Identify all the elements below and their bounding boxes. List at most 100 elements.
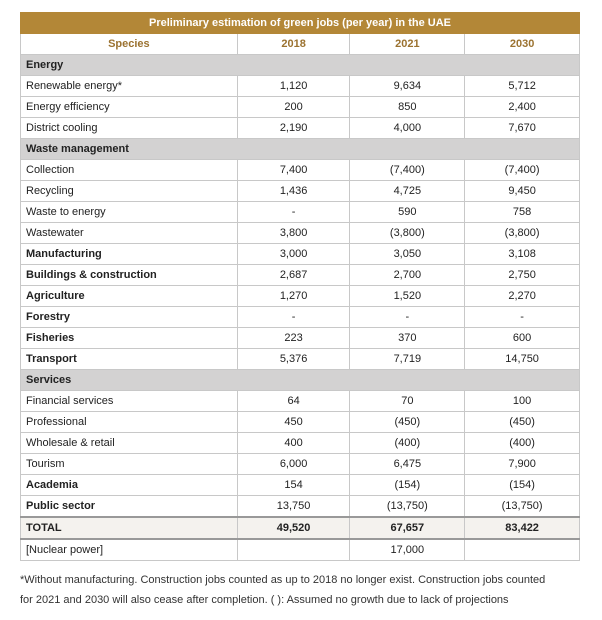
row-label: Agriculture — [20, 285, 238, 307]
cell: 3,000 — [236, 243, 351, 265]
cell: (400) — [464, 432, 580, 454]
cell — [464, 538, 580, 561]
row-label: Renewable energy* — [20, 75, 238, 97]
table-row: Renewable energy* 1,120 9,634 5,712 — [20, 75, 580, 97]
cell: 83,422 — [464, 516, 580, 540]
column-header: 2030 — [464, 33, 580, 55]
section-row: Energy — [20, 54, 580, 76]
table-row: Buildings & construction 2,687 2,700 2,750 — [20, 264, 580, 286]
footnote-line: *Without manufacturing. Construction job… — [20, 574, 546, 586]
table-row: Professional 450 (450) (450) — [20, 411, 580, 433]
cell: 758 — [464, 201, 580, 223]
table-row: Agriculture 1,270 1,520 2,270 — [20, 285, 580, 307]
cell: 2,750 — [464, 264, 580, 286]
table-row: Wastewater 3,800 (3,800) (3,800) — [20, 222, 580, 244]
row-label: Manufacturing — [20, 243, 238, 265]
column-header: Species — [20, 33, 238, 55]
cell: 1,270 — [236, 285, 351, 307]
cell: 3,050 — [349, 243, 466, 265]
cell: - — [236, 201, 351, 223]
cell: 4,725 — [349, 180, 466, 202]
row-label: Recycling — [20, 180, 238, 202]
row-label: District cooling — [20, 117, 238, 139]
cell: 7,719 — [349, 348, 466, 370]
table-title: Preliminary estimation of green jobs (pe… — [20, 12, 580, 34]
cell: 6,000 — [236, 453, 351, 475]
cell: 9,634 — [349, 75, 466, 97]
cell: 1,520 — [349, 285, 466, 307]
table-row: Wholesale & retail 400 (400) (400) — [20, 432, 580, 454]
cell: 1,120 — [236, 75, 351, 97]
row-label: Wastewater — [20, 222, 238, 244]
cell: 2,700 — [349, 264, 466, 286]
table-row: Fisheries 223 370 600 — [20, 327, 580, 349]
row-label: Financial services — [20, 390, 238, 412]
cell: (450) — [464, 411, 580, 433]
table-row: Recycling 1,436 4,725 9,450 — [20, 180, 580, 202]
cell: 450 — [236, 411, 351, 433]
cell: 154 — [236, 474, 351, 496]
cell: 400 — [236, 432, 351, 454]
table-row: Waste to energy -590 758 — [20, 201, 580, 223]
table-row: Tourism 6,000 6,475 7,900 — [20, 453, 580, 475]
row-label: TOTAL — [20, 516, 238, 540]
cell: (7,400) — [464, 159, 580, 181]
row-label: Collection — [20, 159, 238, 181]
cell: 49,520 — [236, 516, 351, 540]
table-row: Public sector 13,750 (13,750) (13,750) — [20, 495, 580, 518]
table-row: [Nuclear power] 17,000 — [20, 538, 580, 561]
cell: 200 — [236, 96, 351, 118]
cell: 1,436 — [236, 180, 351, 202]
row-label: Public sector — [20, 495, 238, 518]
table-row: Forestry - - - — [20, 306, 580, 328]
cell: 2,400 — [464, 96, 580, 118]
row-label: Buildings & construction — [20, 264, 238, 286]
cell: 7,900 — [464, 453, 580, 475]
table-row: Financial services 64 70 100 — [20, 390, 580, 412]
cell: 64 — [236, 390, 351, 412]
cell: (154) — [464, 474, 580, 496]
row-label: Tourism — [20, 453, 238, 475]
cell — [236, 538, 351, 561]
cell: 3,108 — [464, 243, 580, 265]
row-label: Forestry — [20, 306, 238, 328]
cell: (7,400) — [349, 159, 466, 181]
cell: (13,750) — [349, 495, 466, 518]
cell: (400) — [349, 432, 466, 454]
cell: (3,800) — [349, 222, 466, 244]
row-label: Fisheries — [20, 327, 238, 349]
cell: 2,687 — [236, 264, 351, 286]
row-label: Wholesale & retail — [20, 432, 238, 454]
table-row: Collection 7,400 (7,400) (7,400) — [20, 159, 580, 181]
jobs-table: Preliminary estimation of green jobs (pe… — [20, 12, 580, 561]
section-label: Waste management — [20, 138, 580, 160]
cell: 5,376 — [236, 348, 351, 370]
section-label: Services — [20, 369, 580, 391]
cell: 5,712 — [464, 75, 580, 97]
cell: 67,657 — [349, 516, 466, 540]
cell: 17,000 — [349, 538, 466, 561]
table-row: District cooling 2,190 4,000 7,670 — [20, 117, 580, 139]
cell: (3,800) — [464, 222, 580, 244]
cell: 100 — [464, 390, 580, 412]
title-row: Preliminary estimation of green jobs (pe… — [20, 12, 580, 34]
row-label: Professional — [20, 411, 238, 433]
cell: 7,400 — [236, 159, 351, 181]
cell: 2,190 — [236, 117, 351, 139]
cell: 600 — [464, 327, 580, 349]
cell: 4,000 — [349, 117, 466, 139]
row-label: Transport — [20, 348, 238, 370]
column-header: 2021 — [349, 33, 466, 55]
section-row: Services — [20, 369, 580, 391]
cell: 14,750 — [464, 348, 580, 370]
table-row: Energy efficiency 200 850 2,400 — [20, 96, 580, 118]
column-header-row: Species 2018 2021 2030 — [20, 33, 580, 55]
section-row: Waste management — [20, 138, 580, 160]
cell: (450) — [349, 411, 466, 433]
row-label: Waste to energy — [20, 201, 238, 223]
table-row: Transport 5,376 7,719 14,750 — [20, 348, 580, 370]
table-row: Academia 154 (154) (154) — [20, 474, 580, 496]
cell: 13,750 — [236, 495, 351, 518]
cell: 70 — [349, 390, 466, 412]
